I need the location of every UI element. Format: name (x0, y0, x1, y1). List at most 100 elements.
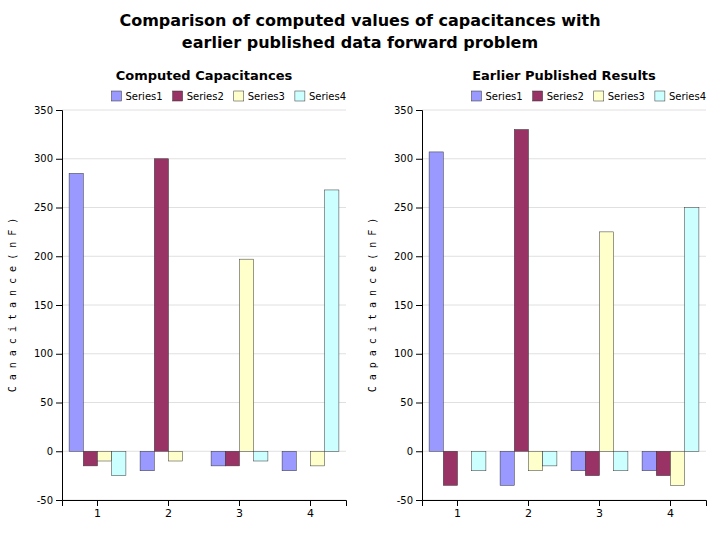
legend-swatch (295, 91, 305, 101)
chart-title: Earlier Published Results (472, 68, 656, 83)
bar (571, 451, 585, 471)
plot-area: -500501001502002503003501234C a p a c i … (367, 68, 707, 520)
legend-swatch (533, 91, 543, 101)
bar (472, 451, 486, 471)
bar (154, 159, 168, 452)
x-tick: 3 (236, 500, 243, 520)
bar (69, 173, 83, 451)
bar (325, 190, 339, 451)
tick-mark (56, 159, 62, 160)
grid-line (62, 402, 346, 403)
y-tick: 50 (400, 397, 422, 408)
tick-label: -50 (37, 495, 53, 506)
y-tick: 150 (394, 300, 422, 311)
tick-label: 250 (394, 202, 413, 213)
x-tick: 4 (667, 500, 674, 520)
x-tick: 4 (307, 500, 314, 520)
grid-line (422, 402, 706, 403)
tick-label: 150 (394, 300, 413, 311)
bar (514, 130, 528, 452)
tick-label: 1 (94, 507, 101, 520)
bar (671, 451, 685, 485)
legend-item: Series4 (295, 91, 346, 102)
bars (69, 159, 339, 476)
bar (112, 451, 126, 475)
tick-label: 1 (454, 507, 461, 520)
tick-mark (56, 305, 62, 306)
y-axis-title: C a p a c i t a n c e ( n F ) (367, 218, 378, 393)
y-tick: 100 (34, 348, 62, 359)
bar (83, 451, 97, 466)
tick-mark (416, 354, 422, 355)
y-tick: 0 (407, 446, 422, 457)
tick-mark (416, 500, 422, 501)
bar (529, 451, 543, 471)
legend-label: Series3 (248, 91, 285, 102)
grid-line (422, 305, 706, 306)
legend-swatch (234, 91, 244, 101)
tick-label: 2 (525, 507, 532, 520)
y-tick: -50 (37, 495, 62, 506)
y-axis: -50050100150200250300350 (34, 105, 63, 506)
bar (600, 232, 614, 451)
grid-line (62, 353, 346, 354)
tick-mark (168, 500, 169, 506)
grid-line (62, 305, 346, 306)
y-axis: -50050100150200250300350 (394, 105, 423, 506)
y-tick: 300 (394, 153, 422, 164)
tick-label: 2 (165, 507, 172, 520)
legend-label: Series1 (126, 91, 163, 102)
x-tick: 1 (454, 500, 461, 520)
tick-mark (416, 305, 422, 306)
bar (585, 451, 599, 475)
y-tick: 250 (34, 202, 62, 213)
plot-area: -500501001502002503003501234C a n a c i … (7, 68, 347, 520)
grid-line (62, 110, 346, 111)
bar (656, 451, 670, 475)
bar (98, 451, 112, 461)
tick-mark (416, 110, 422, 111)
legend-item: Series3 (594, 91, 645, 102)
legend: Series1 Series2 Series3 Series4 (112, 91, 347, 102)
y-tick: 350 (394, 105, 422, 116)
tick-label: 3 (236, 507, 243, 520)
bar (211, 451, 225, 466)
tick-mark (56, 500, 62, 501)
legend-item: Series1 (112, 91, 163, 102)
tick-mark (56, 256, 62, 257)
axis-line (63, 501, 347, 507)
tick-label: 50 (40, 397, 53, 408)
bar (282, 451, 296, 471)
tick-mark (457, 500, 458, 506)
grid-line (62, 256, 346, 257)
figure-title: earlier published data forward problem (182, 33, 538, 52)
tick-label: 150 (34, 300, 53, 311)
tick-mark (56, 354, 62, 355)
y-tick: 350 (34, 105, 62, 116)
axis-line (56, 111, 63, 501)
legend-label: Series2 (187, 91, 224, 102)
tick-mark (416, 159, 422, 160)
bar (296, 451, 310, 452)
bar (254, 451, 268, 461)
figure-title: Comparison of computed values of capacit… (119, 11, 600, 30)
legend-item: Series3 (234, 91, 285, 102)
y-tick: 250 (394, 202, 422, 213)
tick-mark (56, 451, 62, 452)
legend-swatch (173, 91, 183, 101)
y-tick: 200 (34, 251, 62, 262)
grid-line (422, 353, 706, 354)
chart-title: Computed Capacitances (116, 68, 293, 83)
bar (225, 451, 239, 466)
tick-mark (310, 500, 311, 506)
grid-line (422, 158, 706, 159)
y-tick: -50 (397, 495, 422, 506)
bars (429, 130, 699, 486)
tick-label: 0 (407, 446, 413, 457)
tick-mark (56, 110, 62, 111)
x-tick: 1 (94, 500, 101, 520)
tick-mark (599, 500, 600, 506)
bar (614, 451, 628, 471)
grid-line (422, 256, 706, 257)
tick-mark (416, 256, 422, 257)
